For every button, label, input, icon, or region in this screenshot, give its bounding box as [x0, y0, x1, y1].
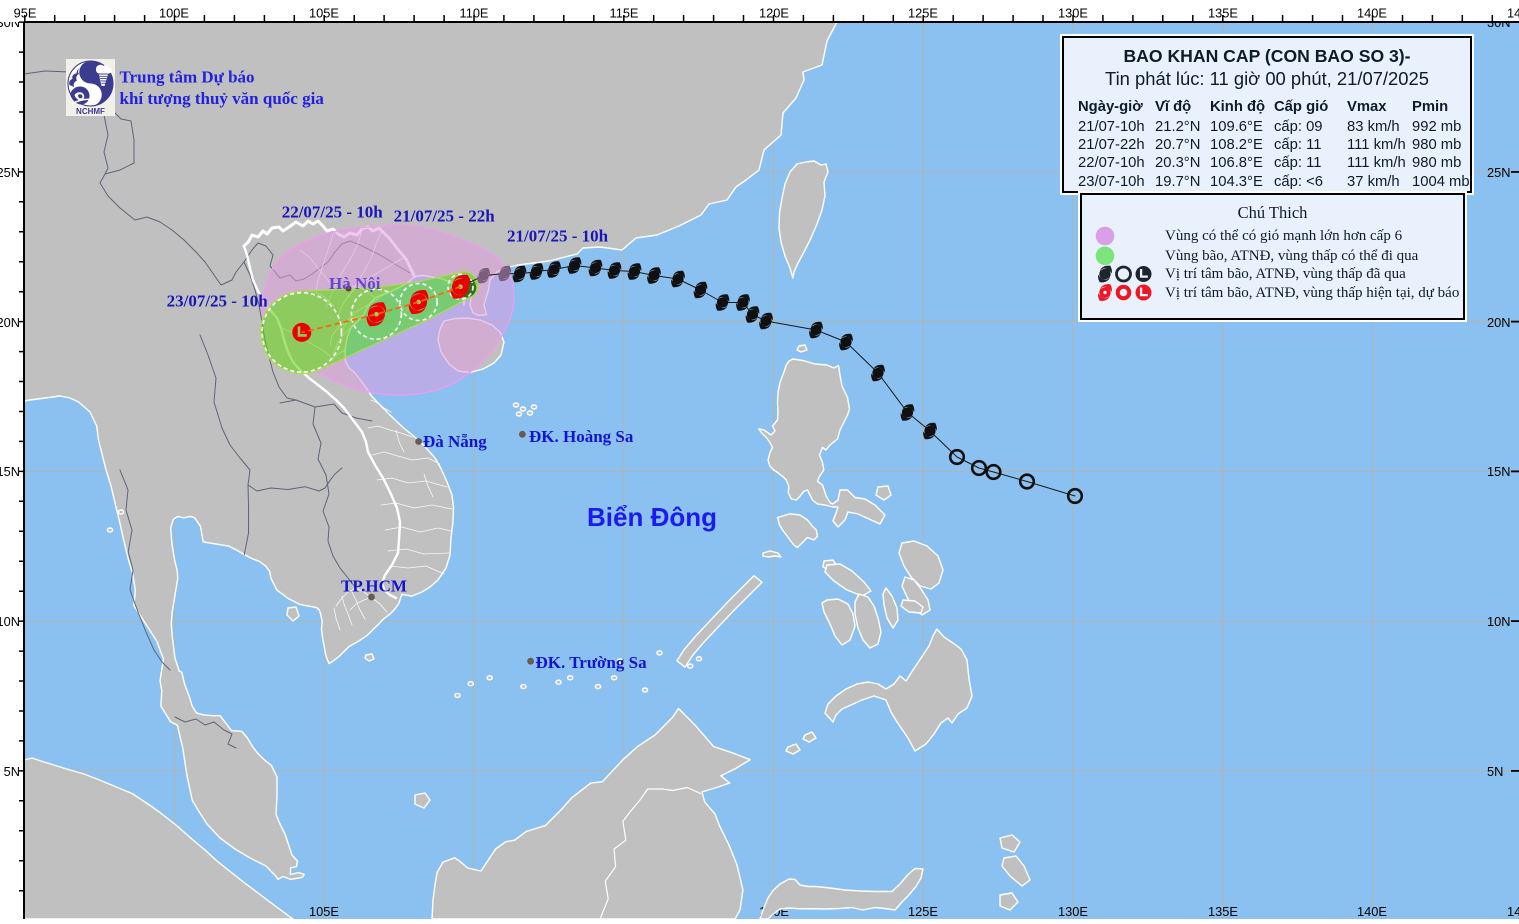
svg-text:TP.HCM: TP.HCM [341, 577, 407, 596]
svg-text:115E: 115E [610, 6, 639, 21]
svg-text:125E: 125E [908, 6, 938, 21]
svg-text:15N: 15N [1487, 464, 1510, 479]
svg-text:105E: 105E [309, 904, 339, 919]
svg-text:130E: 130E [1058, 6, 1088, 21]
svg-text:125E: 125E [908, 904, 938, 919]
svg-text:20N: 20N [0, 315, 20, 330]
svg-text:100E: 100E [159, 6, 189, 21]
svg-text:ĐK. Trường Sa: ĐK. Trường Sa [536, 653, 648, 672]
svg-text:25N: 25N [0, 165, 20, 180]
svg-text:105E: 105E [309, 6, 339, 21]
svg-text:khí tượng thuỷ văn quốc gia: khí tượng thuỷ văn quốc gia [120, 89, 325, 108]
svg-text:Đà Nẵng: Đà Nẵng [423, 432, 487, 451]
svg-text:140E: 140E [1357, 904, 1387, 919]
svg-text:130E: 130E [1058, 904, 1088, 919]
svg-text:21/07/25 - 22h: 21/07/25 - 22h [394, 207, 496, 226]
svg-text:145E: 145E [1507, 904, 1519, 919]
svg-text:30N: 30N [0, 15, 20, 30]
svg-text:135E: 135E [1208, 6, 1238, 21]
svg-text:23/07/25 - 10h: 23/07/25 - 10h [167, 292, 269, 311]
svg-text:140E: 140E [1357, 6, 1387, 21]
svg-text:5N: 5N [4, 764, 20, 779]
svg-text:21/07/25 - 10h: 21/07/25 - 10h [507, 227, 609, 246]
svg-text:25N: 25N [1487, 165, 1510, 180]
svg-text:10N: 10N [1487, 614, 1510, 629]
svg-text:Hà Nội: Hà Nội [329, 274, 381, 293]
svg-text:145E: 145E [1507, 6, 1519, 21]
svg-text:110E: 110E [460, 6, 489, 21]
svg-text:10N: 10N [0, 614, 20, 629]
svg-text:22/07/25 - 10h: 22/07/25 - 10h [282, 203, 384, 222]
svg-text:135E: 135E [1208, 904, 1238, 919]
svg-text:30N: 30N [1487, 15, 1510, 30]
svg-text:20N: 20N [1487, 315, 1510, 330]
svg-text:5N: 5N [1487, 764, 1503, 779]
svg-text:15N: 15N [0, 464, 20, 479]
svg-text:Biển Đông: Biển Đông [587, 502, 717, 532]
svg-text:ĐK. Hoàng Sa: ĐK. Hoàng Sa [529, 427, 634, 446]
svg-text:NCHMF: NCHMF [76, 107, 105, 116]
svg-text:120E: 120E [759, 6, 789, 21]
svg-text:95E: 95E [14, 6, 37, 21]
svg-text:Trung tâm Dự báo: Trung tâm Dự báo [120, 68, 255, 87]
